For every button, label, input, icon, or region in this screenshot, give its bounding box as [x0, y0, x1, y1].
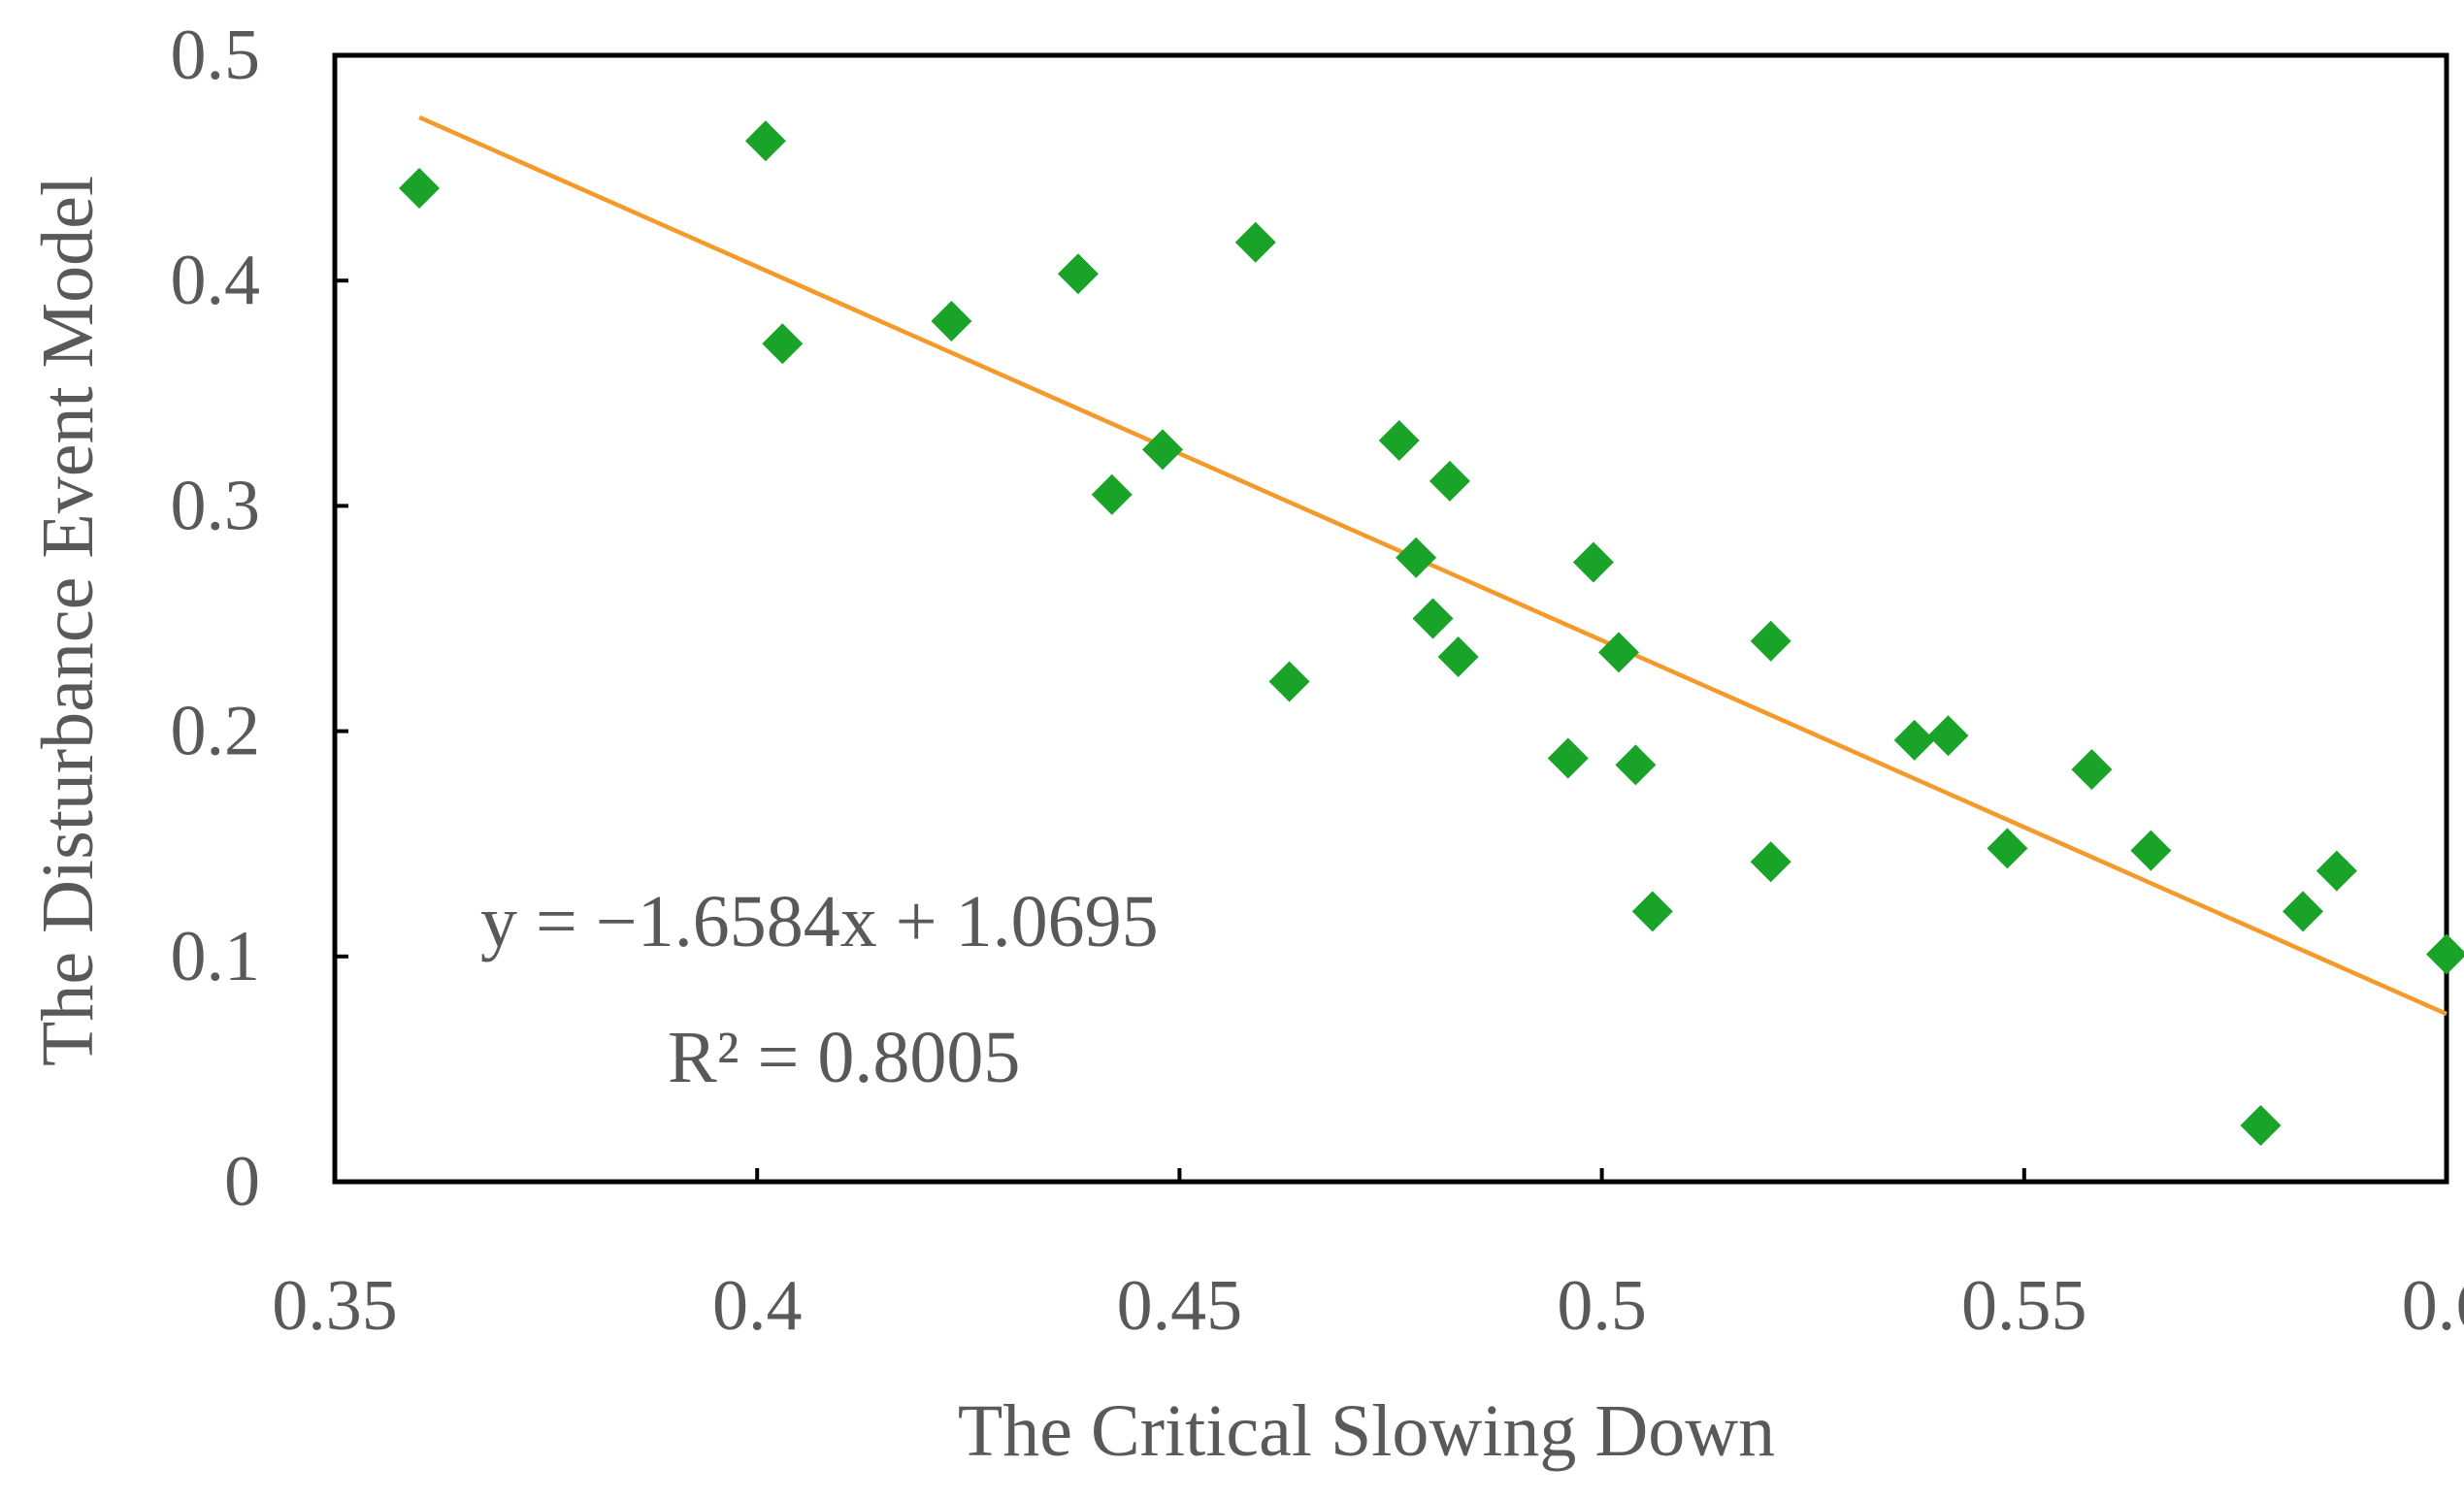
data-point	[1378, 420, 1420, 462]
data-point	[1396, 537, 1437, 578]
y-tick-label: 0.4	[171, 241, 261, 320]
y-tick-label: 0.5	[171, 16, 261, 95]
data-point	[1234, 221, 1276, 263]
x-tick-labels: 0.35 0.4 0.45 0.5 0.55 0.6	[272, 1168, 2464, 1346]
x-tick-label: 0.4	[712, 1266, 803, 1346]
data-points	[399, 120, 2464, 1146]
data-point	[1615, 744, 1657, 786]
data-point	[1057, 253, 1099, 295]
y-tick-label: 0.2	[171, 692, 261, 771]
data-point	[1750, 841, 1791, 883]
data-point	[744, 120, 786, 162]
data-point	[1750, 620, 1791, 662]
data-point	[1987, 828, 2028, 869]
x-tick-label: 0.55	[1961, 1266, 2087, 1346]
r-squared: R² = 0.8005	[668, 1017, 1020, 1098]
data-point	[1091, 473, 1133, 515]
plot-area-frame	[332, 52, 2449, 1185]
y-tick-label: 0	[224, 1142, 260, 1222]
y-tick-labels: 0 0.1 0.2 0.3 0.4 0.5	[171, 16, 348, 1222]
data-point	[1412, 598, 1454, 639]
data-point	[1437, 635, 1479, 677]
data-point	[1141, 429, 1183, 471]
data-point	[1631, 891, 1673, 932]
data-point	[1598, 632, 1640, 673]
x-tick-label: 0.45	[1117, 1266, 1243, 1346]
x-tick-label: 0.6	[2402, 1266, 2464, 1346]
y-axis-title: The Disturbance Event Model	[27, 176, 109, 1066]
data-point	[2071, 749, 2113, 791]
data-point	[1572, 541, 1614, 583]
y-tick-label: 0.1	[171, 917, 261, 996]
data-point	[1927, 715, 1969, 757]
data-point	[2426, 933, 2464, 975]
data-point	[1547, 737, 1589, 779]
data-point	[1268, 661, 1310, 702]
x-tick-label: 0.35	[272, 1266, 398, 1346]
x-tick-label: 0.5	[1557, 1266, 1647, 1346]
data-point	[1893, 719, 1935, 761]
data-point	[2130, 830, 2172, 871]
data-point	[2240, 1104, 2282, 1146]
data-point	[2316, 850, 2357, 892]
trend-equation: y = −1.6584x + 1.0695	[480, 881, 1159, 962]
x-axis-title: The Critical Slowing Down	[958, 1390, 1775, 1472]
data-point	[2283, 891, 2324, 932]
y-tick-label: 0.3	[171, 466, 261, 545]
data-point	[1429, 460, 1470, 502]
data-point	[762, 323, 804, 365]
data-point	[399, 167, 441, 209]
trendline-group	[418, 114, 2448, 1017]
trendline	[418, 114, 2448, 1017]
data-point	[931, 300, 972, 342]
